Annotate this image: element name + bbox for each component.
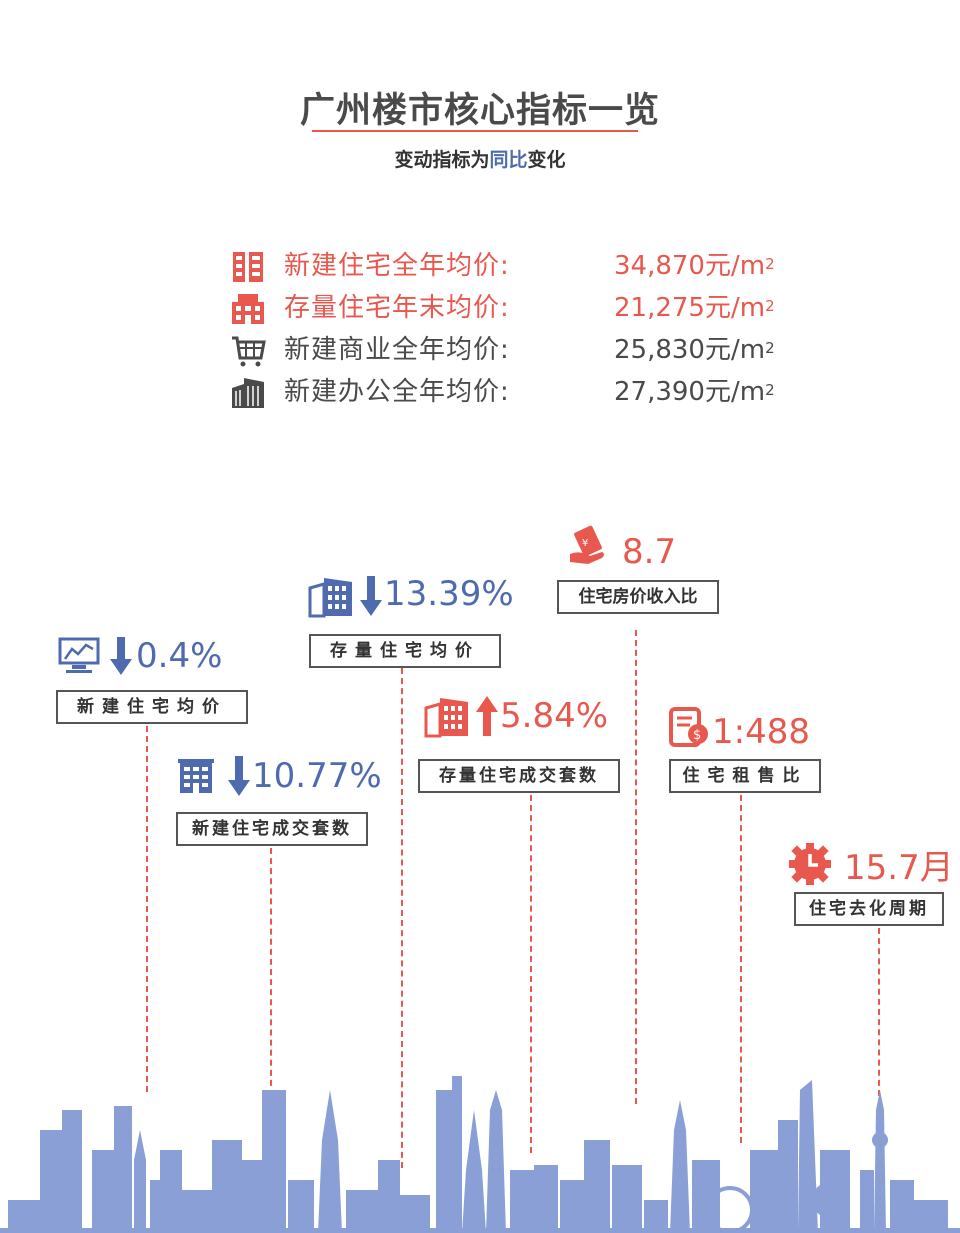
building-icon: [233, 252, 263, 282]
city-skyline-illustration: [0, 1076, 960, 1233]
metric-label: 住宅房价收入比: [557, 580, 719, 614]
metric-label: 存量住宅均价: [309, 634, 501, 668]
connector-line: [878, 928, 880, 1096]
price-value: 34,870元/m2: [614, 251, 775, 281]
contract-icon: $: [669, 707, 708, 747]
title-underline: [312, 130, 638, 132]
metric-value: 1:488: [712, 712, 810, 752]
metric-value: 5.84%: [500, 696, 609, 736]
price-label: 新建住宅全年均价:: [284, 251, 510, 281]
price-row-existing-residential: 存量住宅年末均价: 21,275元/m2: [230, 288, 810, 328]
buildings-icon: [424, 698, 468, 738]
price-value: 25,830元/m2: [614, 335, 775, 365]
svg-text:$: $: [693, 728, 701, 743]
price-row-new-office: 新建办公全年均价: 27,390元/m2: [230, 372, 810, 412]
clock-gear-icon: [789, 843, 831, 885]
down-arrow-icon: [360, 576, 382, 616]
connector-line: [635, 630, 637, 1104]
price-value: 27,390元/m2: [614, 377, 775, 407]
buildings-icon: [308, 578, 352, 618]
page-title: 广州楼市核心指标一览: [299, 91, 660, 131]
metric-label: 住宅租售比: [669, 759, 821, 793]
down-arrow-icon: [110, 637, 132, 675]
metric-value: 0.4%: [136, 636, 223, 676]
apartment-icon: [232, 294, 264, 324]
connector-line: [401, 668, 403, 1168]
building-icon: [178, 759, 214, 793]
down-arrow-icon: [228, 756, 250, 796]
metric-value: 8.7: [622, 532, 677, 572]
metric-value: 10.77%: [252, 756, 382, 796]
price-label: 新建办公全年均价:: [284, 377, 510, 407]
connector-line: [146, 726, 148, 1092]
subtitle-suffix: 变化: [527, 149, 566, 171]
price-label: 存量住宅年末均价:: [284, 293, 510, 323]
price-label: 新建商业全年均价:: [284, 335, 510, 365]
metric-label: 住宅去化周期: [794, 892, 944, 926]
metric-label: 存量住宅成交套数: [418, 759, 620, 793]
connector-line: [270, 848, 272, 1096]
price-row-new-residential: 新建住宅全年均价: 34,870元/m2: [230, 246, 810, 286]
connector-line: [530, 795, 532, 1153]
price-row-new-commercial: 新建商业全年均价: 25,830元/m2: [230, 330, 810, 370]
up-arrow-icon: [476, 696, 498, 736]
metric-label: 新建住宅均价: [56, 690, 248, 724]
page-subtitle: 变动指标为同比变化: [0, 145, 960, 172]
monitor-chart-icon: [58, 637, 100, 673]
subtitle-prefix: 变动指标为: [394, 149, 490, 171]
price-value: 21,275元/m2: [614, 293, 775, 323]
metric-value: 15.7月: [844, 848, 954, 888]
connector-line: [740, 795, 742, 1143]
svg-text:¥: ¥: [582, 538, 588, 549]
shopping-cart-icon: [232, 336, 266, 367]
metric-value: 13.39%: [384, 574, 514, 614]
office-tower-icon: [232, 378, 264, 408]
money-hand-icon: ¥: [570, 525, 604, 564]
metric-label: 新建住宅成交套数: [176, 812, 368, 846]
subtitle-highlight: 同比: [489, 149, 528, 171]
